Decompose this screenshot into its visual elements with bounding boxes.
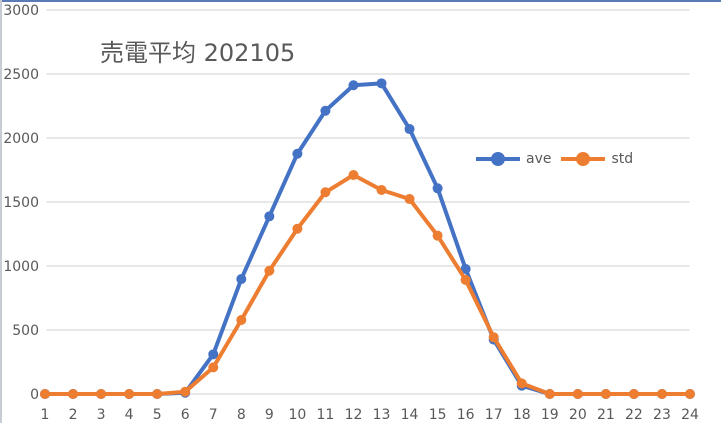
- data-point-marker: [208, 349, 219, 360]
- x-tick-label: 7: [209, 407, 218, 423]
- data-point-marker: [124, 389, 135, 399]
- window-top-border: [0, 0, 721, 2]
- y-tick-label: 3000: [3, 3, 39, 19]
- data-point-marker: [208, 362, 219, 373]
- x-tick-label: 12: [345, 407, 363, 423]
- x-tick-label: 8: [237, 407, 246, 423]
- legend-item-ave: ave: [476, 151, 551, 167]
- data-point-marker: [320, 187, 331, 198]
- data-point-marker: [264, 265, 275, 276]
- data-point-marker: [348, 169, 359, 180]
- x-tick-label: 13: [373, 407, 391, 423]
- data-point-marker: [600, 389, 611, 399]
- y-tick-label: 2500: [3, 67, 39, 83]
- data-point-marker: [376, 78, 387, 89]
- chart-title: 売電平均 202105: [100, 39, 296, 67]
- data-point-marker: [180, 386, 191, 397]
- x-tick-label: 22: [625, 407, 643, 423]
- gridlines: [46, 9, 690, 395]
- x-tick-label: 16: [457, 407, 475, 423]
- y-axis-labels: 0 500 1000 1500 2000 2500 3000: [3, 3, 39, 403]
- x-tick-label: 17: [485, 407, 503, 423]
- data-point-marker: [432, 230, 443, 241]
- x-tick-label: 24: [681, 407, 699, 423]
- data-point-marker: [236, 315, 247, 326]
- x-tick-label: 3: [97, 407, 106, 423]
- x-tick-label: 4: [125, 407, 134, 423]
- data-point-marker: [404, 124, 415, 135]
- x-tick-label: 20: [569, 407, 587, 423]
- y-tick-label: 500: [12, 323, 39, 339]
- y-tick-label: 1500: [3, 195, 39, 211]
- data-point-marker: [292, 148, 303, 159]
- x-tick-label: 14: [401, 407, 419, 423]
- series-std: [40, 169, 695, 399]
- x-tick-label: 11: [317, 407, 335, 423]
- x-tick-label: 18: [513, 407, 531, 423]
- window-left-border: [0, 0, 2, 423]
- y-tick-label: 1000: [3, 259, 39, 275]
- data-point-marker: [152, 389, 163, 399]
- y-tick-label: 2000: [3, 131, 39, 147]
- data-point-marker: [656, 389, 667, 399]
- line-marker-icon: [476, 152, 520, 166]
- y-tick-label: 0: [30, 387, 39, 403]
- legend: ave std: [476, 151, 633, 167]
- x-tick-label: 6: [181, 407, 190, 423]
- data-point-marker: [96, 389, 107, 399]
- x-tick-label: 2: [69, 407, 78, 423]
- legend-label-ave: ave: [526, 151, 552, 167]
- data-point-marker: [488, 332, 499, 343]
- data-point-marker: [685, 389, 695, 399]
- data-point-marker: [572, 389, 583, 399]
- data-point-marker: [460, 263, 471, 274]
- x-tick-label: 21: [597, 407, 615, 423]
- x-axis-labels: 1 2 3 4 5 6 7 8 9 10 11 12 13 14 15 16 17 18 19 20 21 22 23 24: [41, 407, 699, 423]
- data-point-marker: [264, 211, 275, 222]
- x-tick-label: 19: [541, 407, 559, 423]
- data-point-marker: [516, 378, 527, 389]
- data-point-marker: [404, 194, 415, 205]
- series-ave: [40, 78, 695, 399]
- x-tick-label: 9: [265, 407, 274, 423]
- data-point-marker: [376, 184, 387, 195]
- x-tick-label: 1: [41, 407, 50, 423]
- data-point-marker: [544, 389, 555, 399]
- data-point-marker: [68, 389, 79, 399]
- line-marker-icon: [561, 152, 606, 166]
- x-tick-label: 5: [153, 407, 162, 423]
- data-point-marker: [320, 105, 331, 116]
- legend-item-std: std: [561, 151, 633, 167]
- x-tick-label: 10: [288, 407, 306, 423]
- data-point-marker: [348, 80, 359, 91]
- data-point-marker: [460, 274, 471, 285]
- data-point-marker: [292, 223, 303, 234]
- legend-label-std: std: [611, 151, 634, 167]
- x-tick-label: 15: [429, 407, 447, 423]
- data-series: [40, 78, 695, 399]
- data-point-marker: [628, 389, 639, 399]
- x-tick-label: 23: [653, 407, 671, 423]
- data-point-marker: [432, 183, 443, 194]
- data-point-marker: [40, 389, 50, 399]
- data-point-marker: [236, 274, 247, 285]
